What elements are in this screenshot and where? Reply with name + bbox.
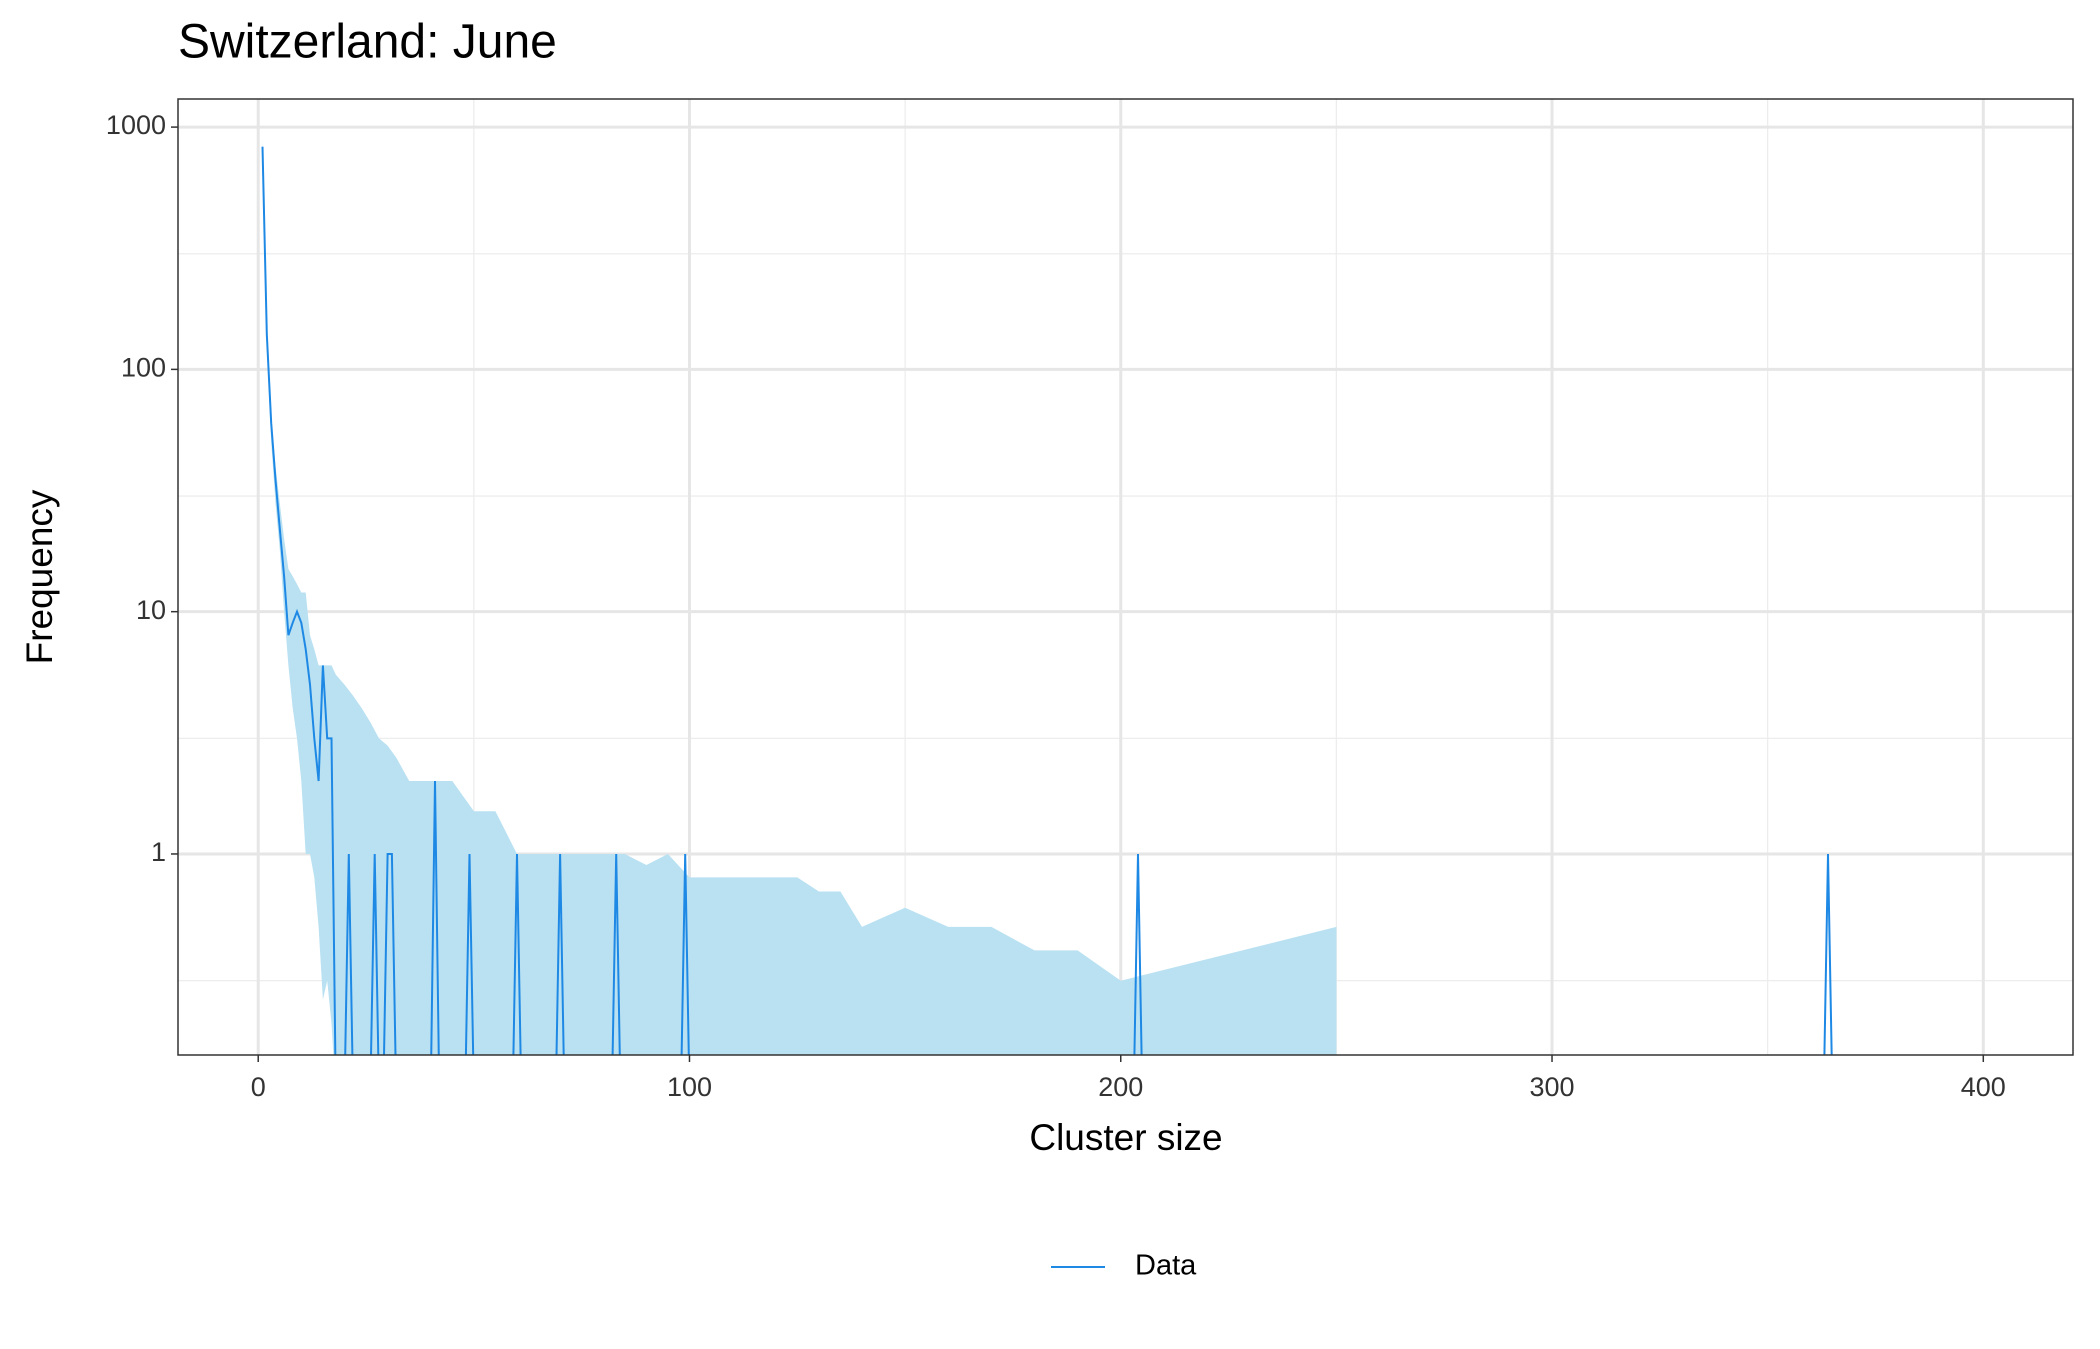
x-axis-label: Cluster size [1029,1117,1222,1158]
plot-border [177,98,2074,1056]
confidence-band [262,138,1337,1055]
y-axis-label: Frequency [19,489,60,664]
x-tick-label: 200 [1098,1072,1143,1102]
y-tick-label: 100 [121,353,166,383]
legend-label: Data [1135,1250,1197,1282]
y-tick-label: 1000 [106,110,166,140]
data-line [261,146,1833,1055]
x-tick-label: 300 [1529,1072,1574,1102]
y-tick-label: 1 [151,837,166,867]
x-tick-label: 0 [251,1072,266,1102]
chart-title: Switzerland: June [178,16,557,69]
plot-area [261,138,1833,1055]
x-tick-label: 400 [1961,1072,2006,1102]
y-tick-label: 10 [136,595,166,625]
x-tick-label: 100 [667,1072,712,1102]
